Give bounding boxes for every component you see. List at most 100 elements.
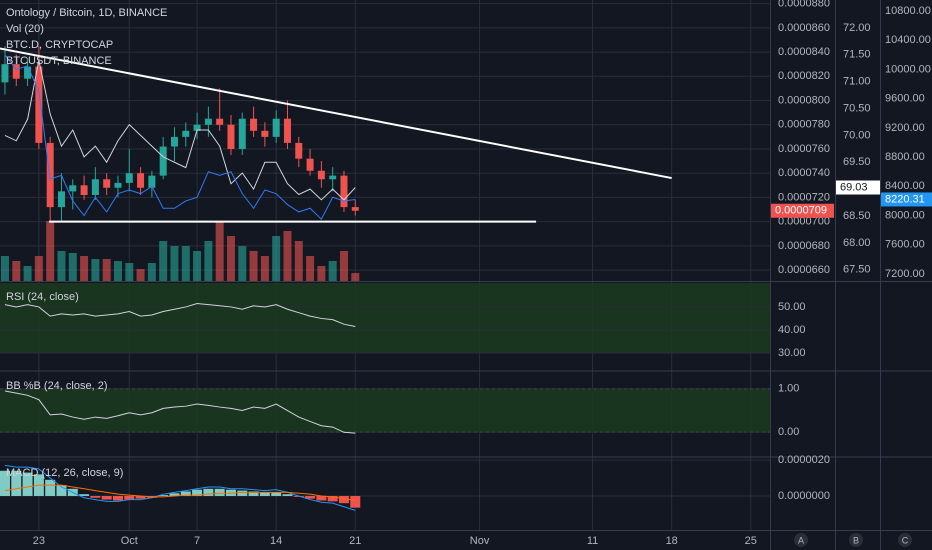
histogram-bar <box>316 495 327 501</box>
y3-tick-label: 7200.00 <box>885 268 925 280</box>
macd-line <box>4 484 356 501</box>
volume-bar <box>46 221 55 281</box>
volume-bar <box>317 266 326 281</box>
histogram-bar <box>237 490 248 496</box>
candle-body <box>35 66 43 143</box>
histogram-bar <box>45 479 56 496</box>
candle-body <box>250 118 258 131</box>
y3-tick-label: 9600.00 <box>885 93 925 105</box>
y-tick-label: 0.0000820 <box>778 70 830 82</box>
legend-entry: BTC.D, CRYPTOCAP <box>6 39 113 51</box>
histogram-bar <box>248 491 259 496</box>
histogram-bar <box>271 492 282 496</box>
panel-title: BB %B (24, close, 2) <box>6 380 108 392</box>
x-tick-label: 11 <box>587 535 598 547</box>
value-tag-label: 8220.31 <box>885 193 925 205</box>
histogram-bar <box>124 495 135 500</box>
candle-body <box>238 118 246 149</box>
candle-body <box>46 142 54 208</box>
candle-body <box>114 182 122 188</box>
x-tick-label: 7 <box>194 535 200 547</box>
button-label[interactable]: C <box>902 535 909 545</box>
x-tick-label: 23 <box>33 535 45 547</box>
candle-body <box>227 124 235 149</box>
histogram-bar <box>305 495 316 499</box>
volume-bar <box>328 261 337 281</box>
y2-tick-label: 69.50 <box>843 156 871 168</box>
histogram-bar <box>338 495 349 504</box>
volume-bar <box>306 256 315 281</box>
band <box>0 388 770 433</box>
indicator-line <box>4 302 356 327</box>
volume-bar <box>260 256 269 281</box>
legend-entry: BTCUSDT, BINANCE <box>6 55 112 67</box>
band <box>0 283 770 353</box>
volume-bar <box>136 269 145 281</box>
overlay-line <box>4 54 356 221</box>
y-tick-label: 0.0000880 <box>778 0 830 10</box>
candle-body <box>103 179 111 188</box>
volume-bar <box>0 256 9 281</box>
candle-body <box>182 130 190 137</box>
price-tag <box>771 203 834 218</box>
histogram-bar <box>56 485 67 496</box>
candle-body <box>193 124 201 131</box>
histogram-bar <box>350 495 361 508</box>
y-tick-label: 0.0000860 <box>778 22 830 34</box>
x-tick-label: Nov <box>470 535 490 547</box>
x-tick-label: Oct <box>121 535 138 547</box>
y-tick-label: 0.0000020 <box>778 454 830 466</box>
histogram-bar <box>79 494 90 496</box>
histogram-bar <box>101 495 112 500</box>
overlay-line <box>4 60 356 201</box>
histogram-bar <box>327 495 338 502</box>
candle-body <box>170 136 178 147</box>
histogram-bar <box>112 495 123 501</box>
volume-bar <box>226 236 235 281</box>
y2-tick-label: 68.50 <box>843 210 871 222</box>
candle-body <box>216 118 224 125</box>
candle-body <box>329 175 337 180</box>
button-label[interactable]: B <box>853 535 859 545</box>
value-tag <box>881 192 932 207</box>
button-label[interactable]: A <box>798 535 804 545</box>
histogram-bar <box>192 489 203 496</box>
y-tick-label: 30.00 <box>778 347 806 359</box>
buttons[interactable]: A B C <box>794 533 912 547</box>
histogram-bar <box>180 491 191 496</box>
y2-tick-label: 71.50 <box>843 49 871 61</box>
y-tick-label: 0.0000000 <box>778 490 830 502</box>
volume-bar <box>57 251 66 281</box>
candle-body <box>204 118 212 125</box>
volume-bar <box>34 256 43 281</box>
chart-title: Ontology / Bitcoin, 1D, BINANCE <box>6 7 167 19</box>
y3-tick-label: 8000.00 <box>885 209 925 221</box>
volume-bar <box>204 241 213 281</box>
histogram-bar <box>90 495 101 498</box>
volume-bar <box>238 246 247 281</box>
candle-body <box>340 175 348 208</box>
candle-body <box>261 130 269 137</box>
button[interactable] <box>898 533 912 547</box>
candle-body <box>91 179 99 196</box>
y2-tick-label: 68.00 <box>843 237 871 249</box>
price-tag-label: 0.0000709 <box>775 205 827 217</box>
volume-bar <box>294 241 303 281</box>
volume-bar <box>80 256 89 281</box>
candle-body <box>24 66 32 79</box>
button[interactable] <box>849 533 863 547</box>
candle-body <box>272 118 280 137</box>
y-tick-label: 0.0000680 <box>778 240 830 252</box>
macd-line <box>4 464 356 511</box>
candle-body <box>148 175 156 188</box>
y-tick-label: 0.0000660 <box>778 264 830 276</box>
histogram-bar <box>158 495 169 496</box>
volume-bar <box>23 266 32 281</box>
volume-bar <box>249 251 258 281</box>
y3-tick-label: 10800.00 <box>885 5 931 17</box>
volume-bar <box>215 221 224 281</box>
button[interactable] <box>794 533 808 547</box>
